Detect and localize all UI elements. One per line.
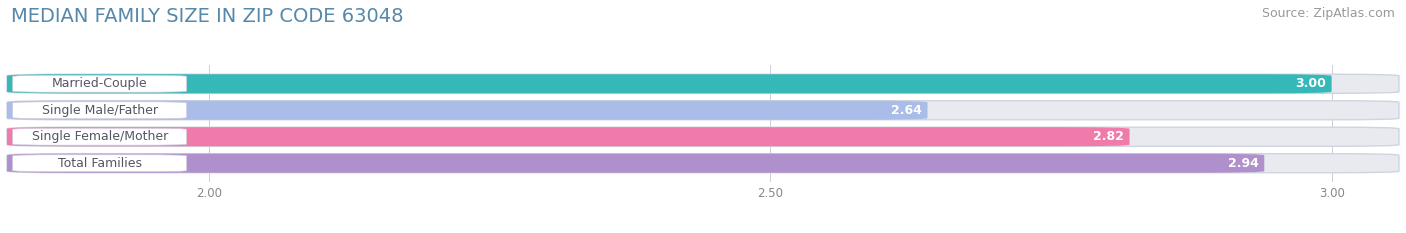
Text: Total Families: Total Families <box>58 157 142 170</box>
Text: Source: ZipAtlas.com: Source: ZipAtlas.com <box>1261 7 1395 20</box>
Text: 3.00: 3.00 <box>1295 77 1326 90</box>
FancyBboxPatch shape <box>13 75 187 92</box>
FancyBboxPatch shape <box>7 154 1399 173</box>
FancyBboxPatch shape <box>7 101 1399 120</box>
FancyBboxPatch shape <box>7 154 1264 173</box>
Text: 2.94: 2.94 <box>1227 157 1258 170</box>
FancyBboxPatch shape <box>7 74 1331 93</box>
FancyBboxPatch shape <box>13 155 187 172</box>
FancyBboxPatch shape <box>13 128 187 145</box>
FancyBboxPatch shape <box>7 127 1399 146</box>
FancyBboxPatch shape <box>7 101 928 120</box>
Text: Single Female/Mother: Single Female/Mother <box>31 130 167 143</box>
Text: Single Male/Father: Single Male/Father <box>42 104 157 117</box>
Text: Married-Couple: Married-Couple <box>52 77 148 90</box>
FancyBboxPatch shape <box>7 127 1129 146</box>
Text: MEDIAN FAMILY SIZE IN ZIP CODE 63048: MEDIAN FAMILY SIZE IN ZIP CODE 63048 <box>11 7 404 26</box>
FancyBboxPatch shape <box>13 102 187 119</box>
FancyBboxPatch shape <box>7 74 1399 93</box>
Text: 2.64: 2.64 <box>891 104 922 117</box>
Text: 2.82: 2.82 <box>1092 130 1123 143</box>
